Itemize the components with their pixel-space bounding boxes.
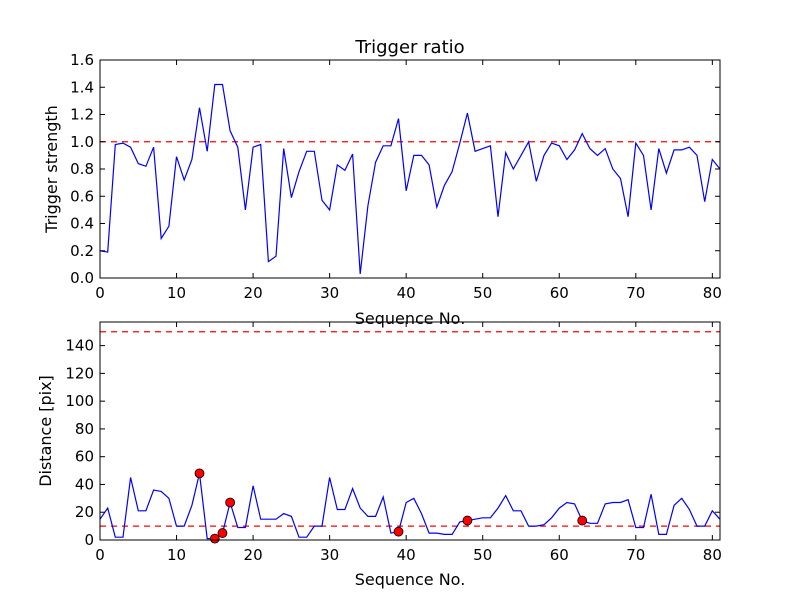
trigger-ratio-x-tick-label: 70 — [626, 284, 645, 302]
distance-plot-marks — [99, 331, 721, 544]
trigger-ratio-y-tick-label: 0.6 — [70, 187, 94, 205]
distance-y-tick-label: 0 — [84, 531, 94, 549]
distance-y-tick-label: 120 — [65, 364, 94, 382]
trigger-ratio-x-tick-label: 10 — [167, 284, 186, 302]
distance-x-tick-label: 20 — [244, 546, 263, 564]
distance-y-tick-label: 40 — [75, 475, 94, 493]
distance-ticks: 0 10 20 30 40 50 60 70 80 0 20 40 60 80 100 120 140 — [65, 322, 722, 564]
trigger-ratio-y-tick-label: 0.4 — [70, 215, 94, 233]
distance-x-tick-label: 70 — [626, 546, 645, 564]
trigger-ratio-panel: 0 10 20 30 40 50 60 70 80 0.0 0.2 0.4 0.6 0.8 1.0 1.2 1.… — [42, 37, 722, 328]
trigger-ratio-y-tick-label: 1.2 — [70, 106, 94, 124]
distance-x-tick-label: 60 — [550, 546, 569, 564]
distance-x-tick-label: 50 — [473, 546, 492, 564]
trigger-ratio-y-tick-label: 1.0 — [70, 133, 94, 151]
trigger-ratio-x-tick-label: 0 — [95, 284, 105, 302]
trigger-ratio-title: Trigger ratio — [354, 37, 464, 58]
trigger-ratio-series-line — [99, 83, 721, 274]
distance-marker-point — [225, 497, 236, 508]
distance-xlabel: Sequence No. — [355, 570, 466, 589]
trigger-ratio-y-tick-label: 1.6 — [70, 51, 94, 69]
distance-marker-point — [209, 533, 220, 544]
distance-x-tick-label: 30 — [320, 546, 339, 564]
distance-series-line — [99, 473, 721, 540]
trigger-ratio-x-tick-label: 50 — [473, 284, 492, 302]
trigger-ratio-y-tick-label: 1.4 — [70, 78, 94, 96]
trigger-ratio-y-tick-label: 0.8 — [70, 160, 94, 178]
distance-marker-point — [194, 468, 205, 479]
distance-y-tick-label: 100 — [65, 392, 94, 410]
distance-panel: 0 10 20 30 40 50 60 70 80 0 20 40 60 80 100 120 140 Sequ… — [36, 321, 722, 589]
trigger-ratio-y-tick-label: 0.0 — [70, 269, 94, 287]
distance-marker-point — [577, 515, 588, 526]
distance-y-tick-label: 80 — [75, 420, 94, 438]
distance-x-tick-label: 80 — [703, 546, 722, 564]
distance-marker-point — [217, 528, 228, 538]
distance-y-tick-label: 140 — [65, 337, 94, 355]
trigger-ratio-y-tick-label: 0.2 — [70, 242, 94, 260]
trigger-ratio-ticks: 0 10 20 30 40 50 60 70 80 0.0 0.2 0.4 0.6 0.8 1.0 1.2 1.… — [70, 51, 722, 302]
trigger-ratio-x-tick-label: 40 — [397, 284, 416, 302]
distance-marker-point — [462, 515, 473, 526]
trigger-ratio-ylabel: Trigger strength — [42, 105, 61, 234]
distance-ylabel: Distance [pix] — [36, 375, 55, 487]
trigger-ratio-x-tick-label: 60 — [550, 284, 569, 302]
trigger-ratio-x-tick-label: 80 — [703, 284, 722, 302]
distance-x-tick-label: 40 — [397, 546, 416, 564]
trigger-ratio-x-tick-label: 30 — [320, 284, 339, 302]
distance-axes-frame — [99, 321, 721, 541]
trigger-ratio-x-tick-label: 20 — [244, 284, 263, 302]
distance-marker-point — [393, 526, 404, 537]
distance-y-tick-label: 60 — [75, 448, 94, 466]
distance-y-tick-label: 20 — [75, 503, 94, 521]
trigger-ratio-plot-marks — [99, 83, 721, 274]
trigger-ratio-xlabel: Sequence No. — [355, 309, 466, 328]
distance-x-tick-label: 0 — [95, 546, 105, 564]
distance-x-tick-label: 10 — [167, 546, 186, 564]
